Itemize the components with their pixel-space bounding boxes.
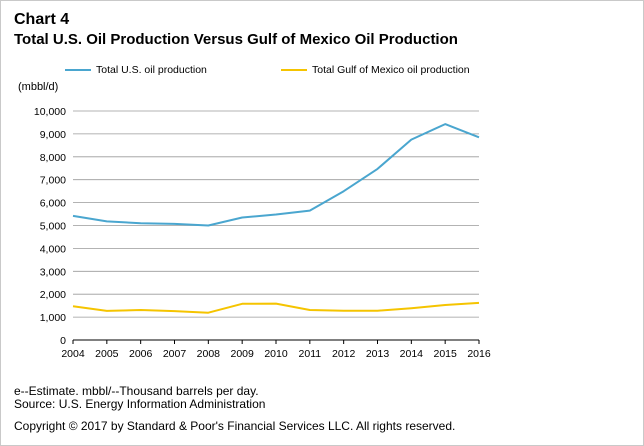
y-tick-label: 6,000 (40, 198, 66, 210)
y-tick-label: 1,000 (40, 312, 66, 324)
x-tick-label: 2011 (299, 348, 322, 360)
x-tick-label: 2004 (61, 348, 85, 360)
source-note: Source: U.S. Energy Information Administ… (14, 397, 266, 411)
legend-swatch-gom (281, 69, 307, 71)
chart-number: Chart 4 (14, 11, 70, 28)
x-tick-label: 2008 (197, 348, 221, 360)
copyright-note: Copyright © 2017 by Standard & Poor's Fi… (14, 419, 456, 433)
y-tick-label: 9,000 (40, 129, 66, 141)
legend-label-us: Total U.S. oil production (96, 64, 207, 76)
x-tick-label: 2010 (264, 348, 288, 360)
y-tick-label: 7,000 (40, 175, 66, 187)
x-tick-label: 2016 (467, 348, 491, 360)
series-line-us-oil (72, 123, 480, 227)
x-tick-label: 2012 (332, 348, 356, 360)
x-tick-label: 2006 (129, 348, 153, 360)
legend-swatch-us (65, 69, 91, 71)
series-line-gulf-oil (72, 301, 480, 314)
y-tick-label: 3,000 (40, 266, 66, 278)
legend-item-us: Total U.S. oil production (65, 64, 207, 76)
y-tick-label: 5,000 (40, 221, 66, 233)
x-tick-label: 2005 (95, 348, 119, 360)
chart-title: Total U.S. Oil Production Versus Gulf of… (14, 31, 458, 48)
y-tick-label: 2,000 (40, 289, 66, 301)
legend-label-gom: Total Gulf of Mexico oil production (312, 64, 470, 76)
x-tick-label: 2014 (400, 348, 424, 360)
y-tick-label: 10,000 (34, 106, 66, 118)
legend-item-gom: Total Gulf of Mexico oil production (281, 64, 470, 76)
x-tick-label: 2015 (433, 348, 457, 360)
estimate-note: e--Estimate. mbbl/--Thousand barrels per… (14, 384, 259, 398)
y-axis-unit-label: (mbbl/d) (18, 81, 59, 93)
y-tick-label: 4,000 (40, 243, 66, 255)
y-tick-label: 8,000 (40, 152, 66, 164)
y-tick-label: 0 (60, 335, 66, 347)
x-tick-label: 2009 (230, 348, 254, 360)
x-tick-label: 2013 (366, 348, 390, 360)
x-tick-label: 2007 (163, 348, 187, 360)
